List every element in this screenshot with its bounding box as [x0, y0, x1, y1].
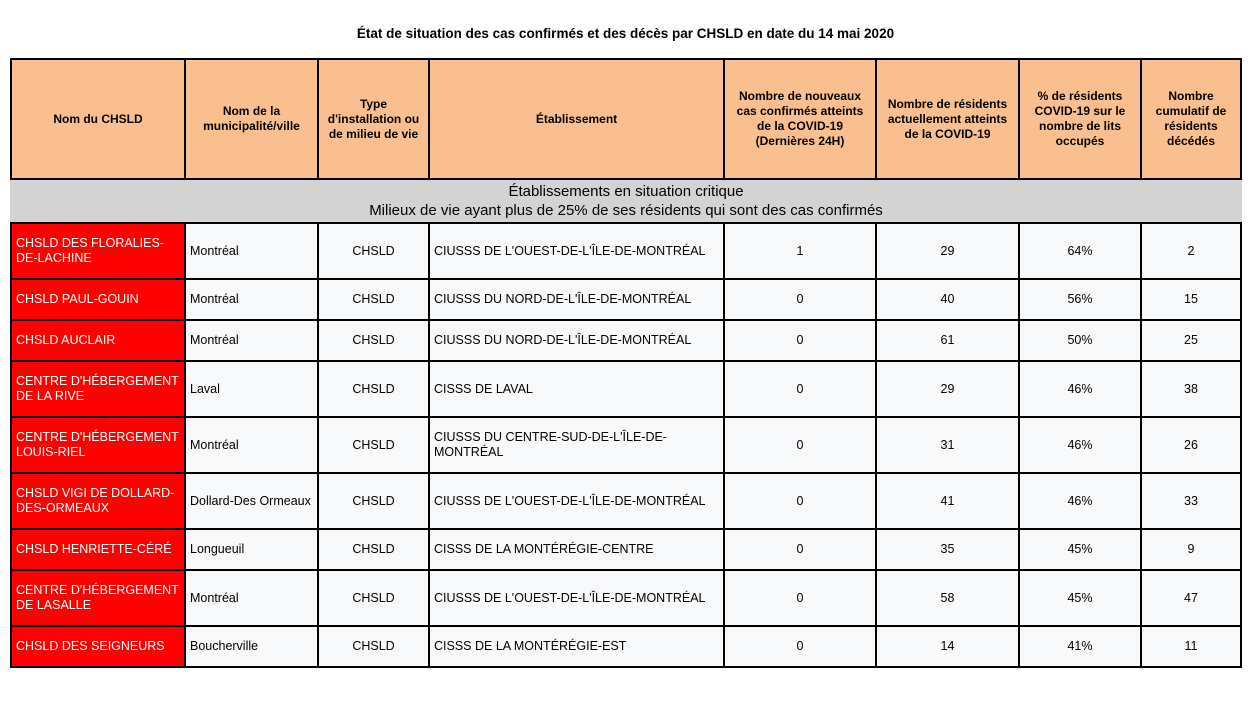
installation-type-cell: CHSLD — [317, 625, 430, 668]
new-cases-cell: 0 — [723, 360, 877, 418]
establishment-cell: CIUSSS DE L'OUEST-DE-L'ÎLE-DE-MONTRÉAL — [428, 569, 725, 627]
cumulative-deaths-cell: 47 — [1140, 569, 1242, 627]
installation-type-cell: CHSLD — [317, 278, 430, 321]
new-cases-cell: 0 — [723, 472, 877, 530]
table-row: CENTRE D'HÉBERGEMENT DE LASALLE Montréal… — [10, 569, 1242, 627]
chsld-name-cell: CHSLD VIGI DE DOLLARD-DES-ORMEAUX — [10, 472, 186, 530]
column-header-installation-type: Type d'installation ou de milieu de vie — [317, 58, 430, 180]
current-cases-cell: 29 — [875, 222, 1020, 280]
new-cases-cell: 0 — [723, 528, 877, 571]
column-header-new-cases-24h: Nombre de nouveaux cas confirmés atteint… — [723, 58, 877, 180]
pct-covid-beds-cell: 41% — [1018, 625, 1142, 668]
installation-type-cell: CHSLD — [317, 416, 430, 474]
column-header-municipality: Nom de la municipalité/ville — [184, 58, 319, 180]
installation-type-cell: CHSLD — [317, 528, 430, 571]
municipality-cell: Longueuil — [184, 528, 319, 571]
chsld-name-cell: CENTRE D'HÉBERGEMENT DE LA RIVE — [10, 360, 186, 418]
chsld-name-cell: CENTRE D'HÉBERGEMENT DE LASALLE — [10, 569, 186, 627]
cumulative-deaths-cell: 15 — [1140, 278, 1242, 321]
installation-type-cell: CHSLD — [317, 222, 430, 280]
installation-type-cell: CHSLD — [317, 569, 430, 627]
installation-type-cell: CHSLD — [317, 319, 430, 362]
pct-covid-beds-cell: 64% — [1018, 222, 1142, 280]
section-title: Établissements en situation critique — [508, 183, 744, 200]
establishment-cell: CISSS DE LAVAL — [428, 360, 725, 418]
municipality-cell: Dollard-Des Ormeaux — [184, 472, 319, 530]
chsld-name-cell: CHSLD AUCLAIR — [10, 319, 186, 362]
column-header-cumulative-deaths: Nombre cumulatif de résidents décédés — [1140, 58, 1242, 180]
cumulative-deaths-cell: 11 — [1140, 625, 1242, 668]
chsld-name-cell: CHSLD HENRIETTE-CÉRÉ — [10, 528, 186, 571]
section-header-row: Établissements en situation critique Mil… — [10, 178, 1242, 224]
new-cases-cell: 0 — [723, 278, 877, 321]
table-row: CHSLD VIGI DE DOLLARD-DES-ORMEAUX Dollar… — [10, 472, 1242, 530]
current-cases-cell: 31 — [875, 416, 1020, 474]
cumulative-deaths-cell: 2 — [1140, 222, 1242, 280]
current-cases-cell: 61 — [875, 319, 1020, 362]
table-row: CHSLD DES FLORALIES-DE-LACHINE Montréal … — [10, 222, 1242, 280]
new-cases-cell: 0 — [723, 625, 877, 668]
current-cases-cell: 40 — [875, 278, 1020, 321]
page-title: État de situation des cas confirmés et d… — [356, 26, 895, 41]
current-cases-cell: 35 — [875, 528, 1020, 571]
cumulative-deaths-cell: 33 — [1140, 472, 1242, 530]
establishment-cell: CISSS DE LA MONTÉRÉGIE-EST — [428, 625, 725, 668]
establishment-cell: CIUSSS DU NORD-DE-L'ÎLE-DE-MONTRÉAL — [428, 278, 725, 321]
table-row: CHSLD DES SEIGNEURS Boucherville CHSLD C… — [10, 625, 1242, 668]
current-cases-cell: 29 — [875, 360, 1020, 418]
pct-covid-beds-cell: 50% — [1018, 319, 1142, 362]
municipality-cell: Boucherville — [184, 625, 319, 668]
municipality-cell: Montréal — [184, 222, 319, 280]
pct-covid-beds-cell: 46% — [1018, 416, 1142, 474]
table-header: Nom du CHSLD Nom de la municipalité/vill… — [10, 58, 1242, 180]
chsld-name-cell: CHSLD PAUL-GOUIN — [10, 278, 186, 321]
municipality-cell: Laval — [184, 360, 319, 418]
establishment-cell: CIUSSS DE L'OUEST-DE-L'ÎLE-DE-MONTRÉAL — [428, 222, 725, 280]
installation-type-cell: CHSLD — [317, 360, 430, 418]
section-subtitle: Milieux de vie ayant plus de 25% de ses … — [369, 202, 883, 219]
establishment-cell: CIUSSS DU NORD-DE-L'ÎLE-DE-MONTRÉAL — [428, 319, 725, 362]
column-header-pct-covid-beds: % de résidents COVID-19 sur le nombre de… — [1018, 58, 1142, 180]
chsld-name-cell: CHSLD DES FLORALIES-DE-LACHINE — [10, 222, 186, 280]
cumulative-deaths-cell: 25 — [1140, 319, 1242, 362]
pct-covid-beds-cell: 45% — [1018, 569, 1142, 627]
pct-covid-beds-cell: 46% — [1018, 360, 1142, 418]
table-row: CHSLD PAUL-GOUIN Montréal CHSLD CIUSSS D… — [10, 278, 1242, 321]
pct-covid-beds-cell: 46% — [1018, 472, 1142, 530]
new-cases-cell: 0 — [723, 569, 877, 627]
chsld-name-cell: CHSLD DES SEIGNEURS — [10, 625, 186, 668]
cumulative-deaths-cell: 9 — [1140, 528, 1242, 571]
establishment-cell: CIUSSS DU CENTRE-SUD-DE-L'ÎLE-DE-MONTRÉA… — [428, 416, 725, 474]
current-cases-cell: 58 — [875, 569, 1020, 627]
table-row: CENTRE D'HÉBERGEMENT DE LA RIVE Laval CH… — [10, 360, 1242, 418]
municipality-cell: Montréal — [184, 569, 319, 627]
municipality-cell: Montréal — [184, 319, 319, 362]
table-row: CENTRE D'HÉBERGEMENT LOUIS-RIEL Montréal… — [10, 416, 1242, 474]
installation-type-cell: CHSLD — [317, 472, 430, 530]
new-cases-cell: 0 — [723, 416, 877, 474]
establishment-cell: CIUSSS DE L'OUEST-DE-L'ÎLE-DE-MONTRÉAL — [428, 472, 725, 530]
current-cases-cell: 41 — [875, 472, 1020, 530]
column-header-current-cases: Nombre de résidents actuellement atteint… — [875, 58, 1020, 180]
chsld-name-cell: CENTRE D'HÉBERGEMENT LOUIS-RIEL — [10, 416, 186, 474]
pct-covid-beds-cell: 45% — [1018, 528, 1142, 571]
table-row: CHSLD AUCLAIR Montréal CHSLD CIUSSS DU N… — [10, 319, 1242, 362]
chsld-status-table: Nom du CHSLD Nom de la municipalité/vill… — [10, 58, 1242, 668]
pct-covid-beds-cell: 56% — [1018, 278, 1142, 321]
critical-section-banner: Établissements en situation critique Mil… — [10, 178, 1242, 224]
current-cases-cell: 14 — [875, 625, 1020, 668]
new-cases-cell: 0 — [723, 319, 877, 362]
municipality-cell: Montréal — [184, 416, 319, 474]
establishment-cell: CISSS DE LA MONTÉRÉGIE-CENTRE — [428, 528, 725, 571]
column-header-establishment: Établissement — [428, 58, 725, 180]
cumulative-deaths-cell: 26 — [1140, 416, 1242, 474]
column-header-chsld-name: Nom du CHSLD — [10, 58, 186, 180]
cumulative-deaths-cell: 38 — [1140, 360, 1242, 418]
municipality-cell: Montréal — [184, 278, 319, 321]
new-cases-cell: 1 — [723, 222, 877, 280]
table-row: CHSLD HENRIETTE-CÉRÉ Longueuil CHSLD CIS… — [10, 528, 1242, 571]
